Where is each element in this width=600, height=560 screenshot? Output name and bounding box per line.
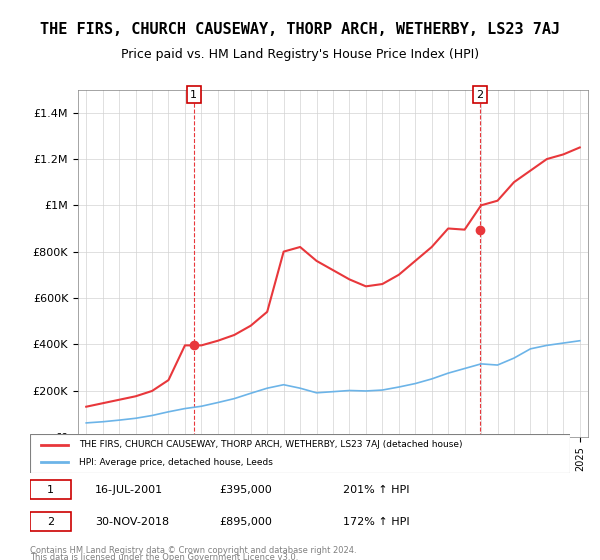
Text: 30-NOV-2018: 30-NOV-2018 bbox=[95, 516, 169, 526]
Text: THE FIRS, CHURCH CAUSEWAY, THORP ARCH, WETHERBY, LS23 7AJ: THE FIRS, CHURCH CAUSEWAY, THORP ARCH, W… bbox=[40, 22, 560, 38]
Text: HPI: Average price, detached house, Leeds: HPI: Average price, detached house, Leed… bbox=[79, 458, 272, 466]
Text: This data is licensed under the Open Government Licence v3.0.: This data is licensed under the Open Gov… bbox=[30, 553, 298, 560]
Text: 1: 1 bbox=[47, 484, 54, 494]
FancyBboxPatch shape bbox=[30, 434, 570, 473]
Text: THE FIRS, CHURCH CAUSEWAY, THORP ARCH, WETHERBY, LS23 7AJ (detached house): THE FIRS, CHURCH CAUSEWAY, THORP ARCH, W… bbox=[79, 441, 462, 450]
Text: 201% ↑ HPI: 201% ↑ HPI bbox=[343, 484, 410, 494]
Text: Price paid vs. HM Land Registry's House Price Index (HPI): Price paid vs. HM Land Registry's House … bbox=[121, 48, 479, 60]
Text: 172% ↑ HPI: 172% ↑ HPI bbox=[343, 516, 410, 526]
Text: 2: 2 bbox=[47, 516, 54, 526]
Text: 2: 2 bbox=[476, 90, 484, 100]
FancyBboxPatch shape bbox=[30, 512, 71, 531]
Text: Contains HM Land Registry data © Crown copyright and database right 2024.: Contains HM Land Registry data © Crown c… bbox=[30, 546, 356, 555]
Text: 1: 1 bbox=[190, 90, 197, 100]
FancyBboxPatch shape bbox=[30, 480, 71, 500]
Text: 16-JUL-2001: 16-JUL-2001 bbox=[95, 484, 163, 494]
Text: £895,000: £895,000 bbox=[219, 516, 272, 526]
Text: £395,000: £395,000 bbox=[219, 484, 272, 494]
